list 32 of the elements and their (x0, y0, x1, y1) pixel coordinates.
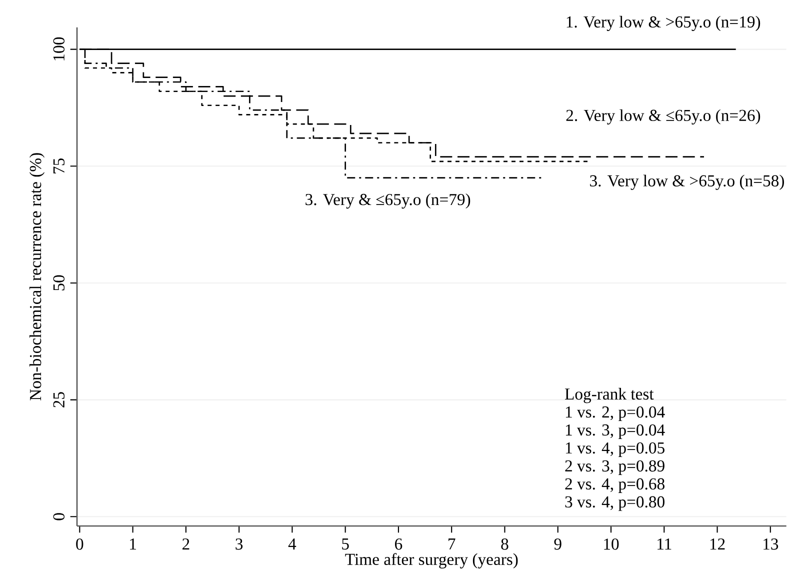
series-label: 3. Very & ≤65y.o (n=79) (306, 193, 470, 209)
annotation: 1 vs. 3, p=0.04 (566, 424, 665, 440)
x-tick-label: 9 (554, 538, 562, 550)
y-tick-label: 25 (53, 392, 65, 408)
x-tick-label: 12 (710, 538, 725, 550)
x-tick-label: 10 (604, 538, 619, 550)
x-tick-label: 13 (764, 538, 778, 550)
y-tick-label: 100 (53, 37, 65, 60)
x-axis-title: Time after surgery (years) (345, 553, 518, 568)
x-tick-label: 4 (288, 538, 296, 550)
y-axis-title: Non-biochemical recurrence rate (%) (29, 153, 45, 400)
x-tick-label: 3 (236, 538, 243, 550)
annotation: 2 vs. 3, p=0.89 (565, 460, 664, 475)
x-tick-label: 0 (76, 538, 84, 550)
annotation: 1 vs. 4, p=0.05 (566, 442, 664, 457)
x-tick-label: 1 (130, 538, 136, 550)
annotation: 2 vs. 4, p=0.68 (565, 478, 664, 493)
series-label: 3. Very low & >65y.o (n=58) (590, 174, 784, 190)
y-tick-label: 75 (53, 158, 65, 174)
series-label: 1. Very low & >65y.o (n=19) (566, 16, 760, 32)
annotation: 1 vs. 2, p=0.04 (566, 406, 665, 422)
annotation: Log-rank test (564, 388, 654, 404)
y-tick-label: 50 (53, 275, 65, 290)
x-tick-label: 8 (501, 538, 508, 550)
y-tick-label: 0 (53, 513, 65, 520)
series-label: 2. Very low & ≤65y.o (n=26) (566, 109, 760, 124)
annotation: 3 vs. 4, p=0.80 (565, 496, 664, 511)
x-tick-label: 7 (448, 538, 456, 550)
x-tick-label: 5 (342, 538, 349, 550)
x-tick-label: 11 (658, 538, 672, 550)
x-tick-label: 2 (182, 538, 190, 550)
x-tick-label: 6 (395, 538, 402, 550)
